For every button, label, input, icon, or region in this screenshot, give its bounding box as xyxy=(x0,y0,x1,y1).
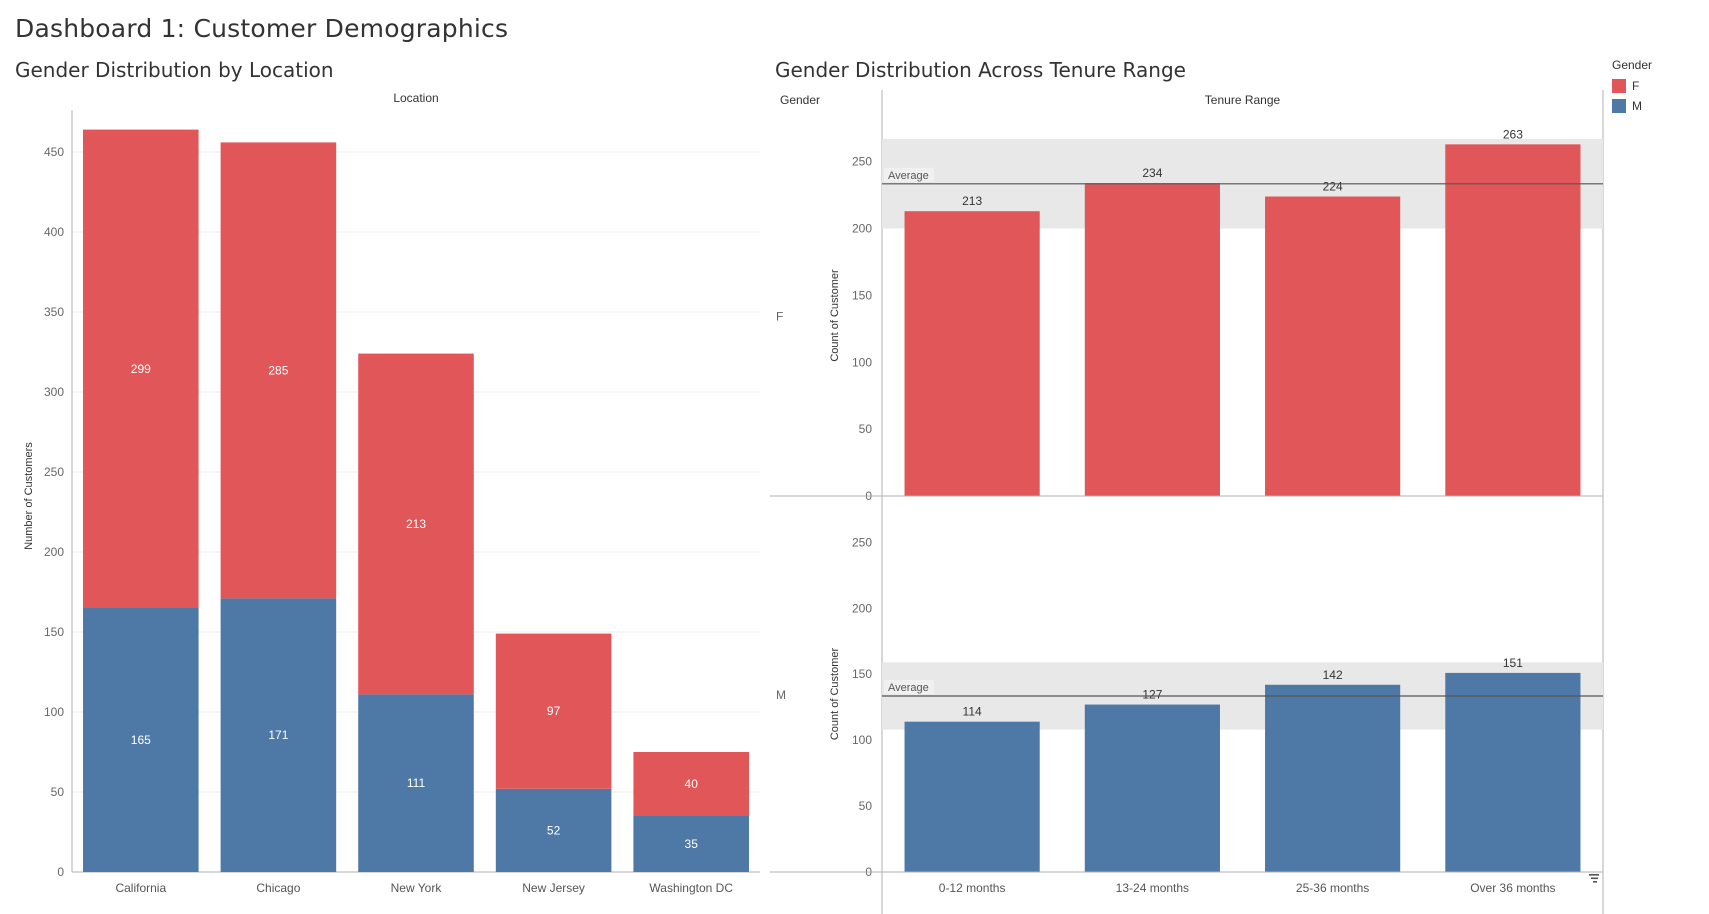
x-tick-label: New Jersey xyxy=(522,881,585,895)
gender-row-header: Gender xyxy=(780,93,820,107)
bar-california-f xyxy=(83,129,199,608)
data-label: 234 xyxy=(1142,166,1162,180)
dashboard-title: Dashboard 1: Customer Demographics xyxy=(15,14,509,43)
data-label: 52 xyxy=(547,823,561,837)
y-tick-label: 250 xyxy=(852,535,872,549)
x-tick-label: California xyxy=(115,881,166,895)
average-label: Average xyxy=(888,170,929,182)
bar-f-0-12-months xyxy=(904,211,1040,496)
y-tick-label: 50 xyxy=(859,799,873,813)
y-axis-title: Number of Customers xyxy=(23,442,35,550)
y-tick-label: 350 xyxy=(44,305,64,319)
bar-chicago-f xyxy=(220,142,337,599)
data-label: 171 xyxy=(268,728,288,742)
y-tick-label: 300 xyxy=(44,385,64,399)
row-label-f: F xyxy=(776,310,783,324)
bar-new-york-f xyxy=(358,353,474,695)
y-tick-label: 400 xyxy=(44,225,64,239)
y-tick-label: 200 xyxy=(44,545,64,559)
data-label: 97 xyxy=(547,704,561,718)
data-label: 40 xyxy=(685,777,699,791)
average-label-bg xyxy=(884,167,934,182)
bar-new-jersey-f xyxy=(495,633,612,789)
y-tick-label: 100 xyxy=(852,733,872,747)
data-label: 142 xyxy=(1323,668,1343,682)
x-tick-label: New York xyxy=(391,881,443,895)
y-tick-label: 0 xyxy=(57,865,64,879)
y-tick-label: 100 xyxy=(852,355,872,369)
average-label: Average xyxy=(888,682,929,694)
data-label: 111 xyxy=(407,776,426,790)
y-tick-label: 150 xyxy=(44,625,64,639)
bar-washington-dc-f xyxy=(633,752,749,816)
bar-f-25-36-months xyxy=(1265,196,1401,496)
bar-m-0-12-months xyxy=(904,721,1040,872)
data-label: 165 xyxy=(131,733,151,747)
y-tick-label: 200 xyxy=(852,222,872,236)
bar-m-25-36-months xyxy=(1265,684,1401,872)
data-label: 299 xyxy=(131,362,151,376)
data-label: 224 xyxy=(1323,180,1343,194)
sort-icon[interactable] xyxy=(1588,873,1600,885)
bar-m-13-24-months xyxy=(1084,704,1220,872)
legend-label-m: M xyxy=(1632,99,1642,113)
x-tick-label: Over 36 months xyxy=(1470,881,1555,895)
legend-item-m[interactable]: M xyxy=(1612,96,1652,116)
y-tick-label: 250 xyxy=(44,465,64,479)
average-label-bg xyxy=(884,679,934,694)
bar-m-over-36-months xyxy=(1445,672,1581,872)
y-axis-title: Count of Customer xyxy=(829,648,841,741)
x-tick-label: 13-24 months xyxy=(1116,881,1189,895)
location-chart-title: Gender Distribution by Location xyxy=(15,58,334,82)
bar-new-jersey-m xyxy=(495,788,612,872)
y-tick-label: 150 xyxy=(852,667,872,681)
y-tick-label: 150 xyxy=(852,288,872,302)
bar-new-york-m xyxy=(358,694,474,872)
gender-legend: Gender F M xyxy=(1612,58,1652,116)
data-label: 151 xyxy=(1503,656,1523,670)
location-chart: Location 0 50 100 150 200 250 300 350 400 450 Numbe… xyxy=(23,91,760,895)
y-axis-title: Count of Customer xyxy=(829,269,841,362)
bar-washington-dc-m xyxy=(633,816,749,872)
bar-f-over-36-months xyxy=(1445,144,1581,496)
location-header: Location xyxy=(393,91,438,105)
bar-california-m xyxy=(83,608,199,872)
y-tick-label: 100 xyxy=(44,705,64,719)
y-tick-label: 450 xyxy=(44,145,64,159)
x-tick-label: 0-12 months xyxy=(939,881,1006,895)
tenure-header: Tenure Range xyxy=(1205,93,1281,107)
bar-f-13-24-months xyxy=(1084,183,1220,496)
tenure-chart-title: Gender Distribution Across Tenure Range xyxy=(775,58,1186,82)
row-label-m: M xyxy=(776,688,786,702)
legend-label-f: F xyxy=(1632,79,1640,93)
y-tick-label: 50 xyxy=(859,422,873,436)
x-tick-label: Washington DC xyxy=(649,881,733,895)
x-tick-label: Chicago xyxy=(256,881,300,895)
bar-chicago-m xyxy=(220,598,337,872)
y-tick-label: 200 xyxy=(852,601,872,615)
legend-swatch-m xyxy=(1612,99,1626,113)
data-label: 127 xyxy=(1142,688,1162,702)
data-label: 35 xyxy=(685,837,699,851)
data-label: 263 xyxy=(1503,127,1523,141)
data-label: 285 xyxy=(268,363,288,377)
legend-swatch-f xyxy=(1612,79,1626,93)
x-tick-label: 25-36 months xyxy=(1296,881,1369,895)
data-label: 213 xyxy=(406,517,426,531)
data-label: 213 xyxy=(962,194,982,208)
y-tick-label: 50 xyxy=(51,785,65,799)
y-tick-label: 250 xyxy=(852,155,872,169)
data-label: 114 xyxy=(963,705,982,719)
legend-item-f[interactable]: F xyxy=(1612,76,1652,96)
legend-title: Gender xyxy=(1612,58,1653,72)
